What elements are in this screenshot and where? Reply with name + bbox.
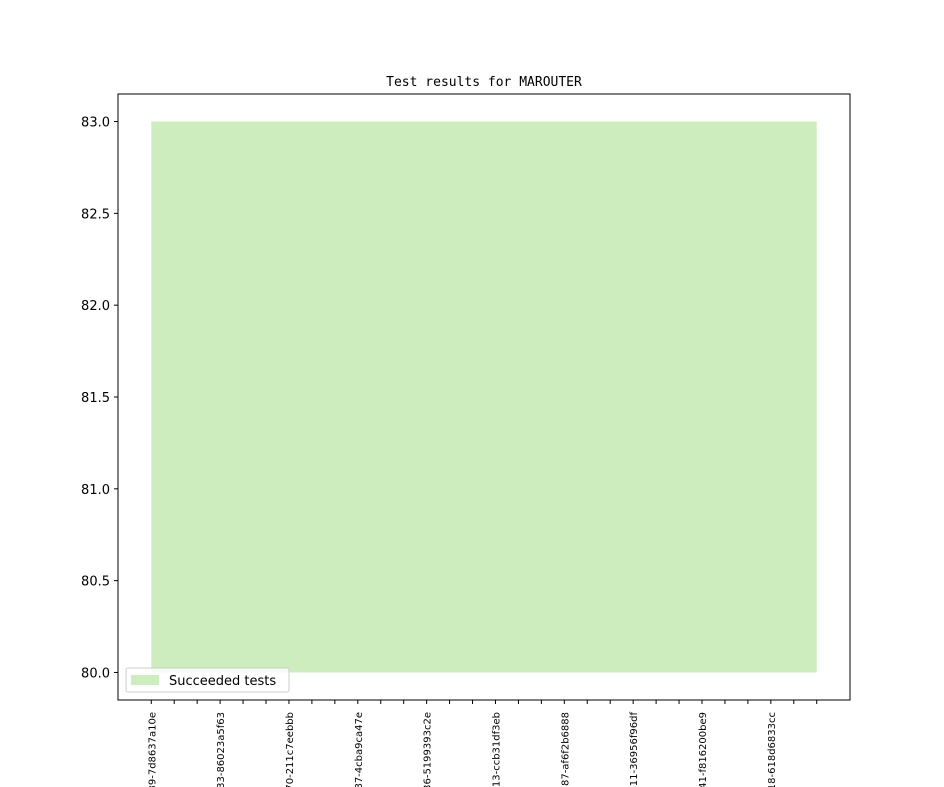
chart-title: Test results for MAROUTER [386, 75, 582, 90]
x-tick-label: 87-af6f2b6888 [560, 712, 571, 786]
y-tick-label: 81.5 [81, 391, 110, 406]
y-tick-label: 82.0 [81, 299, 110, 314]
x-tick-label: 411-36956f96df [629, 712, 640, 787]
x-tick-label: 36-5199393c2e [423, 712, 434, 787]
y-tick-label: 83.0 [81, 116, 110, 131]
legend-box [125, 667, 290, 693]
y-tick-label: 81.0 [81, 483, 110, 498]
y-tick-label: 82.5 [81, 207, 110, 222]
y-tick-label: 80.0 [81, 666, 110, 681]
legend-swatch [131, 675, 159, 685]
x-tick-label: 39-7d8637a10e [147, 712, 158, 787]
x-tick-label: 33-86023a5f63 [216, 712, 227, 787]
x-tick-label: 87-4cba9ca47e [354, 712, 365, 787]
x-tick-label: 41-f816200be9 [698, 712, 709, 787]
x-tick-label: 13-ccb31df3eb [491, 712, 502, 787]
area [151, 121, 817, 673]
x-tick-label: 70-211c7eebbb [285, 712, 296, 787]
legend: Succeeded tests [125, 667, 290, 693]
x-tick-label: 18-618d6833cc [767, 712, 778, 787]
y-tick-label: 80.5 [81, 575, 110, 590]
legend-label: Succeeded tests [169, 674, 276, 689]
